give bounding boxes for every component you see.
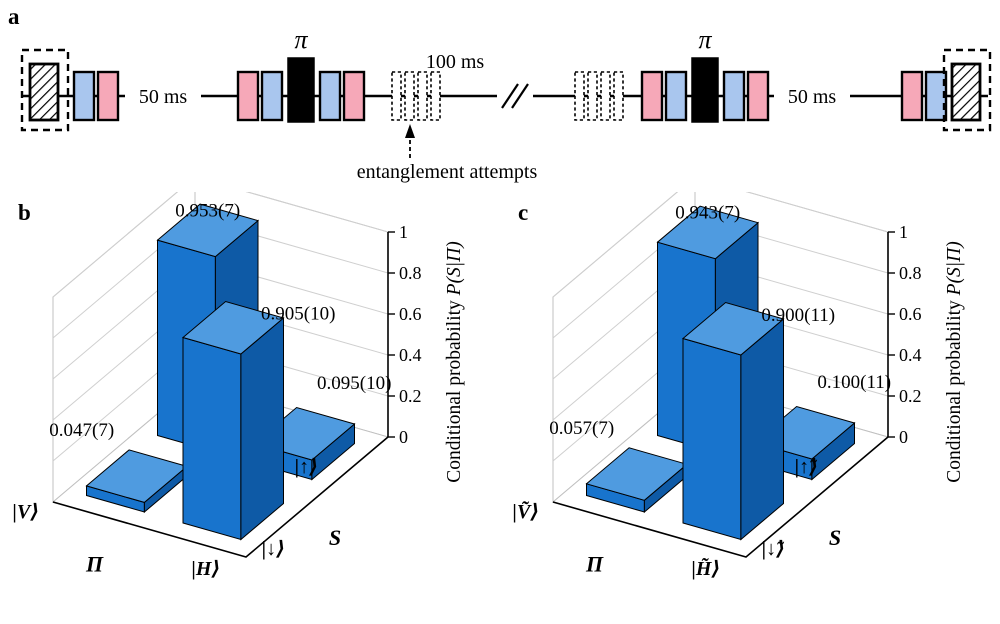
- base-axis: [552, 436, 889, 558]
- wait-label-bg: [125, 80, 201, 112]
- x-category-label: |Ṽ⟩: [513, 500, 540, 523]
- pink-pulse: [900, 70, 924, 122]
- blue-pulse: [664, 70, 688, 122]
- attempt-marker: [417, 71, 428, 121]
- break-slash: [501, 83, 519, 109]
- chart-panel-b: 0 0.2 0.4 0.6 0.8 1 0.953(7) 0.095(10) 0.047(7) 0…: [13, 192, 465, 580]
- x-axis-title: Π: [85, 552, 104, 577]
- bar: [85, 449, 189, 514]
- panel-a-label: a: [8, 4, 20, 29]
- bar-value-label: 0.057(7): [549, 418, 614, 439]
- bar-value-label: 0.943(7): [675, 202, 740, 223]
- bar-top-face: [181, 300, 285, 355]
- pink-pulse: [342, 70, 366, 122]
- arrow-head-icon: [405, 124, 415, 138]
- entanglement-attempt-markers: [574, 71, 624, 121]
- z-tick-label: 1: [399, 222, 408, 242]
- bar-side-face: [240, 316, 284, 541]
- bar-value-label: 0.953(7): [175, 200, 240, 221]
- attempt-marker: [404, 71, 415, 121]
- readout-pulse: [28, 62, 60, 122]
- z-tick-label: 0.4: [899, 345, 922, 365]
- wait-last-label: 50 ms: [788, 86, 837, 108]
- z-tick-label: 0.2: [399, 386, 422, 406]
- bar-side-face: [740, 317, 784, 541]
- bar-value-label: 0.900(11): [761, 305, 835, 326]
- pink-pulse: [236, 70, 260, 122]
- z-tick-label: 0.8: [399, 263, 422, 283]
- entanglement-attempt-markers: [391, 71, 441, 121]
- attempt-marker: [587, 71, 598, 121]
- break-bg: [497, 78, 533, 114]
- annotation-arrow: [405, 124, 415, 158]
- bar-value-label: 0.047(7): [49, 420, 114, 441]
- readout-frame: [942, 48, 992, 132]
- z-tick-label: 0.6: [399, 304, 422, 324]
- bar-top-face: [156, 203, 260, 258]
- pink-pulse: [96, 70, 120, 122]
- z-tick-label: 0: [899, 427, 908, 447]
- x-category-label: |H̃⟩: [691, 557, 720, 580]
- panel-label: b: [18, 200, 31, 225]
- panel-label: c: [518, 200, 528, 225]
- wait-label-bg: [774, 80, 850, 112]
- attempt-marker: [391, 71, 402, 121]
- z-axis-title: Conditional probability P(S|Π): [444, 241, 465, 483]
- y-category-label: |↓̃⟩: [762, 538, 786, 560]
- bar-top-face: [681, 301, 785, 356]
- readout-pulse: [950, 62, 982, 122]
- entanglement-attempts-label: entanglement attempts: [357, 161, 538, 183]
- chart-panel-c: 0 0.2 0.4 0.6 0.8 1 0.943(7) 0.100(11) 0.057(7) 0…: [513, 192, 965, 580]
- pulse-sequence-panel: a 50 ms π 100 ms: [8, 4, 992, 183]
- blue-pulse: [260, 70, 284, 122]
- attempt-marker: [600, 71, 611, 121]
- timeline-break-icon: [497, 78, 533, 114]
- pink-pulse: [640, 70, 664, 122]
- attempt-marker: [430, 71, 441, 121]
- x-axis-title: Π: [585, 552, 604, 577]
- bar: [585, 447, 689, 514]
- pi-first-label: π: [294, 25, 308, 54]
- break-slash: [511, 83, 529, 109]
- z-tick-label: 0: [399, 427, 408, 447]
- readout-frame: [20, 48, 70, 132]
- blue-pulse: [72, 70, 96, 122]
- bar-value-label: 0.100(11): [817, 372, 891, 393]
- y-axis-title: S: [829, 525, 841, 550]
- wait-middle-label: 100 ms: [426, 51, 485, 73]
- bar-value-label: 0.095(10): [317, 373, 391, 394]
- blue-pulse: [722, 70, 746, 122]
- blue-pulse: [924, 70, 948, 122]
- y-axis-title: S: [329, 525, 341, 550]
- z-tick-label: 1: [899, 222, 908, 242]
- z-tick-label: 0.2: [899, 386, 922, 406]
- pink-pulse: [746, 70, 770, 122]
- pi-second-label: π: [698, 25, 712, 54]
- bar-front-face: [182, 336, 242, 541]
- y-category-label: |↑⟩: [295, 456, 319, 478]
- base-axis: [52, 436, 389, 558]
- bar: [181, 300, 285, 541]
- wait-first-label: 50 ms: [139, 86, 188, 108]
- bar-front-face: [682, 337, 742, 541]
- bar-top-face: [656, 205, 760, 260]
- x-category-label: |V⟩: [13, 501, 40, 523]
- y-category-label: |↑̃⟩: [795, 456, 819, 478]
- gridline: [52, 192, 389, 298]
- z-axis-title: Conditional probability P(S|Π): [944, 241, 965, 483]
- gridline: [552, 192, 889, 298]
- z-tick-label: 0.6: [899, 304, 922, 324]
- bar: [681, 301, 785, 541]
- z-tick-label: 0.4: [399, 345, 422, 365]
- x-category-label: |H⟩: [191, 558, 220, 580]
- bar-value-label: 0.905(10): [261, 304, 335, 325]
- y-category-label: |↓⟩: [262, 538, 286, 560]
- blue-pulse: [318, 70, 342, 122]
- pi-pulse: [287, 57, 315, 123]
- attempt-marker: [574, 71, 585, 121]
- pi-pulse: [691, 57, 719, 123]
- z-tick-label: 0.8: [899, 263, 922, 283]
- attempt-marker: [613, 71, 624, 121]
